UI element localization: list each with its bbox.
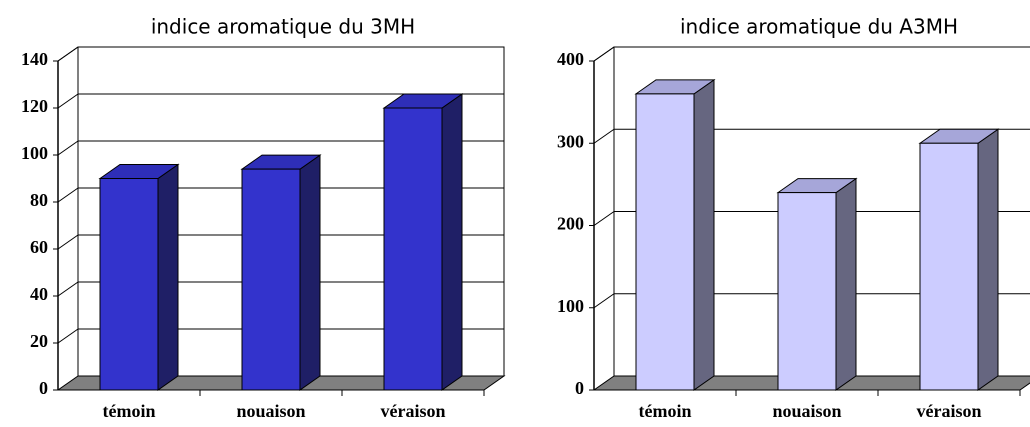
grid-line (57, 187, 79, 203)
bar-side (693, 78, 715, 391)
y-tick-label: 20 (30, 331, 48, 351)
y-tick-label: 400 (557, 49, 584, 69)
grid-line (57, 234, 79, 250)
grid-line (593, 46, 615, 62)
x-tick-label: témoin (639, 401, 692, 421)
bar (635, 93, 695, 391)
x-tick-label: véraison (917, 401, 982, 421)
grid-line (57, 281, 79, 297)
grid-line (593, 211, 615, 226)
y-tick-label: 140 (21, 49, 48, 69)
bar-side (441, 93, 463, 391)
y-tick-label: 0 (575, 378, 584, 398)
bar-side (299, 154, 321, 391)
y-tick-label: 200 (557, 214, 584, 234)
bar-side (157, 163, 179, 391)
grid-line (57, 46, 79, 62)
bar-side (977, 128, 999, 391)
x-tick-label: véraison (381, 401, 446, 421)
grid-line (57, 140, 79, 156)
bar-side (835, 177, 857, 391)
grid-line (593, 128, 615, 144)
bar (919, 142, 979, 391)
bar (777, 192, 837, 391)
y-tick-label: 40 (30, 284, 48, 304)
bar (241, 168, 301, 391)
chart-title: indice aromatique du A3MH (680, 15, 958, 39)
chart-title: indice aromatique du 3MH (151, 15, 415, 39)
y-tick-label: 80 (30, 190, 48, 210)
y-tick-label: 0 (39, 378, 48, 398)
y-tick-label: 120 (21, 96, 48, 116)
x-tick-label: nouaison (772, 401, 841, 421)
grid-line (57, 328, 79, 344)
y-tick-label: 100 (21, 143, 48, 163)
bar (99, 178, 159, 391)
y-tick-label: 300 (557, 131, 584, 151)
x-tick-label: témoin (103, 401, 156, 421)
x-tick-label: nouaison (236, 401, 305, 421)
y-tick-label: 60 (30, 237, 48, 257)
y-tick-label: 100 (557, 296, 584, 316)
grid-line (57, 93, 79, 109)
grid-line (593, 293, 615, 309)
bar (383, 107, 443, 391)
